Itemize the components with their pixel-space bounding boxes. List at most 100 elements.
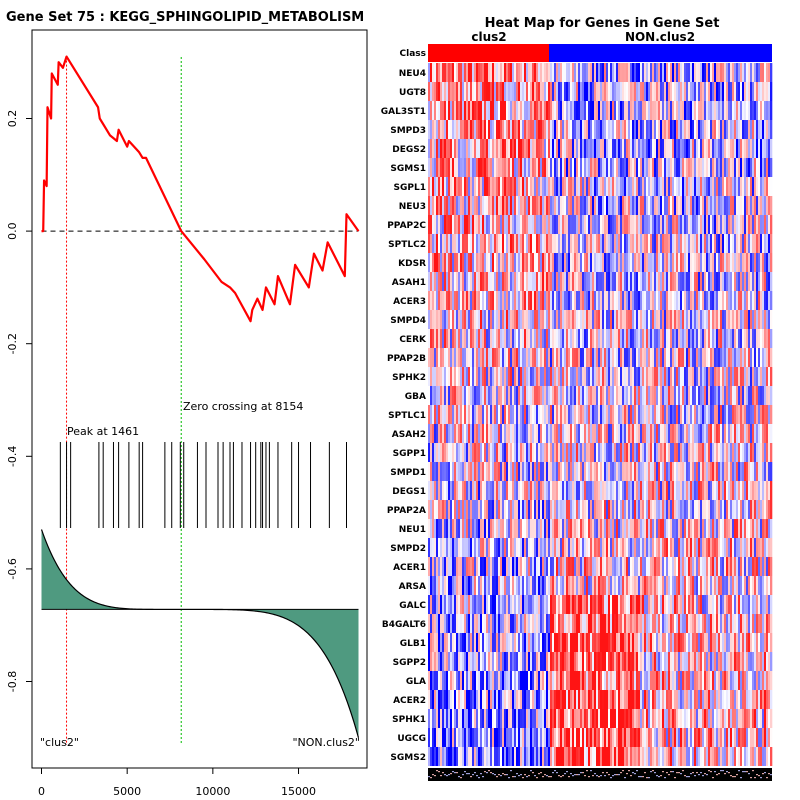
heatmap-cell (640, 310, 643, 329)
heatmap-cell (558, 291, 561, 310)
heatmap-cell (432, 101, 435, 120)
heatmap-cell (656, 329, 659, 348)
heatmap-cell (612, 386, 615, 405)
heatmap-cell (656, 101, 659, 120)
heatmap-cell (724, 82, 727, 101)
heatmap-cell (712, 291, 715, 310)
heatmap-cell (522, 443, 525, 462)
heatmap-cell (596, 101, 599, 120)
heatmap-cell (658, 253, 661, 272)
heatmap-cell (618, 481, 621, 500)
heatmap-cell (700, 462, 703, 481)
heatmap-cell (688, 424, 691, 443)
heatmap-cell (576, 101, 579, 120)
heatmap-cell (464, 519, 467, 538)
heatmap-cell (760, 310, 763, 329)
heatmap-cell (558, 405, 561, 424)
heatmap-cell (614, 215, 617, 234)
heatmap-cell (586, 63, 589, 82)
heatmap-cell (468, 595, 471, 614)
heatmap-cell (594, 481, 597, 500)
heatmap-cell (600, 405, 603, 424)
heatmap-cell (442, 557, 445, 576)
heatmap-cell (566, 481, 569, 500)
heatmap-cell (756, 424, 759, 443)
heatmap-cell (446, 272, 449, 291)
heatmap-cell (636, 462, 639, 481)
heatmap-cell (508, 291, 511, 310)
heatmap-cell (628, 291, 631, 310)
heatmap-cell (574, 481, 577, 500)
heatmap-cell (664, 405, 667, 424)
heatmap-cell (460, 158, 463, 177)
heatmap-cell (522, 424, 525, 443)
heatmap-cell (466, 329, 469, 348)
heatmap-cell (720, 576, 723, 595)
heatmap-cell (660, 538, 663, 557)
heatmap-cell (760, 386, 763, 405)
heatmap-cell (582, 158, 585, 177)
heatmap-cell (432, 462, 435, 481)
heatmap-cell (620, 158, 623, 177)
heatmap-cell (454, 500, 457, 519)
heatmap-cell (636, 272, 639, 291)
heatmap-cell (502, 139, 505, 158)
heatmap-cell (556, 538, 559, 557)
heatmap-cell (504, 101, 507, 120)
heatmap-cell (580, 462, 583, 481)
heatmap-cell (546, 329, 549, 348)
heatmap-cell (624, 367, 627, 386)
heatmap-cell (432, 196, 435, 215)
heatmap-cell (624, 386, 627, 405)
heatmap-cell (618, 234, 621, 253)
heatmap-cell (546, 253, 549, 272)
heatmap-cell (716, 158, 719, 177)
heatmap-cell (684, 424, 687, 443)
heatmap-cell (694, 101, 697, 120)
heatmap-cell (576, 481, 579, 500)
heatmap-cell (616, 500, 619, 519)
heatmap-cell (724, 538, 727, 557)
heatmap-cell (586, 234, 589, 253)
heatmap-cell (468, 272, 471, 291)
heatmap-cell (720, 196, 723, 215)
heatmap-cell (768, 139, 771, 158)
heatmap-cell (488, 139, 491, 158)
heatmap-cell (724, 576, 727, 595)
heatmap-cell (622, 291, 625, 310)
heatmap-cell (724, 500, 727, 519)
heatmap-cell (700, 500, 703, 519)
heatmap-cell (602, 500, 605, 519)
heatmap-cell (702, 215, 705, 234)
heatmap-cell (592, 367, 595, 386)
heatmap-cell (766, 253, 769, 272)
heatmap-cell (560, 367, 563, 386)
heatmap-cell (588, 310, 591, 329)
heatmap-cell (448, 63, 451, 82)
heatmap-cell (600, 310, 603, 329)
heatmap-cell (612, 234, 615, 253)
heatmap-cell (502, 500, 505, 519)
heatmap-cell (680, 291, 683, 310)
heatmap-cell (474, 424, 477, 443)
heatmap-cell (442, 101, 445, 120)
heatmap-cell (698, 538, 701, 557)
heatmap-cell (504, 82, 507, 101)
heatmap-cell (510, 196, 513, 215)
heatmap-cell (718, 462, 721, 481)
heatmap-cell (688, 348, 691, 367)
heatmap-cell (596, 557, 599, 576)
heatmap-cell (436, 405, 439, 424)
heatmap-cell (672, 177, 675, 196)
heatmap-cell (674, 424, 677, 443)
heatmap-cell (666, 424, 669, 443)
heatmap-cell (744, 386, 747, 405)
heatmap-cell (730, 234, 733, 253)
heatmap-cell (582, 367, 585, 386)
heatmap-cell (428, 215, 431, 234)
heatmap-cell (652, 348, 655, 367)
heatmap-cell (616, 329, 619, 348)
heatmap-cell (622, 310, 625, 329)
heatmap-cell (522, 215, 525, 234)
heatmap-cell (754, 158, 757, 177)
